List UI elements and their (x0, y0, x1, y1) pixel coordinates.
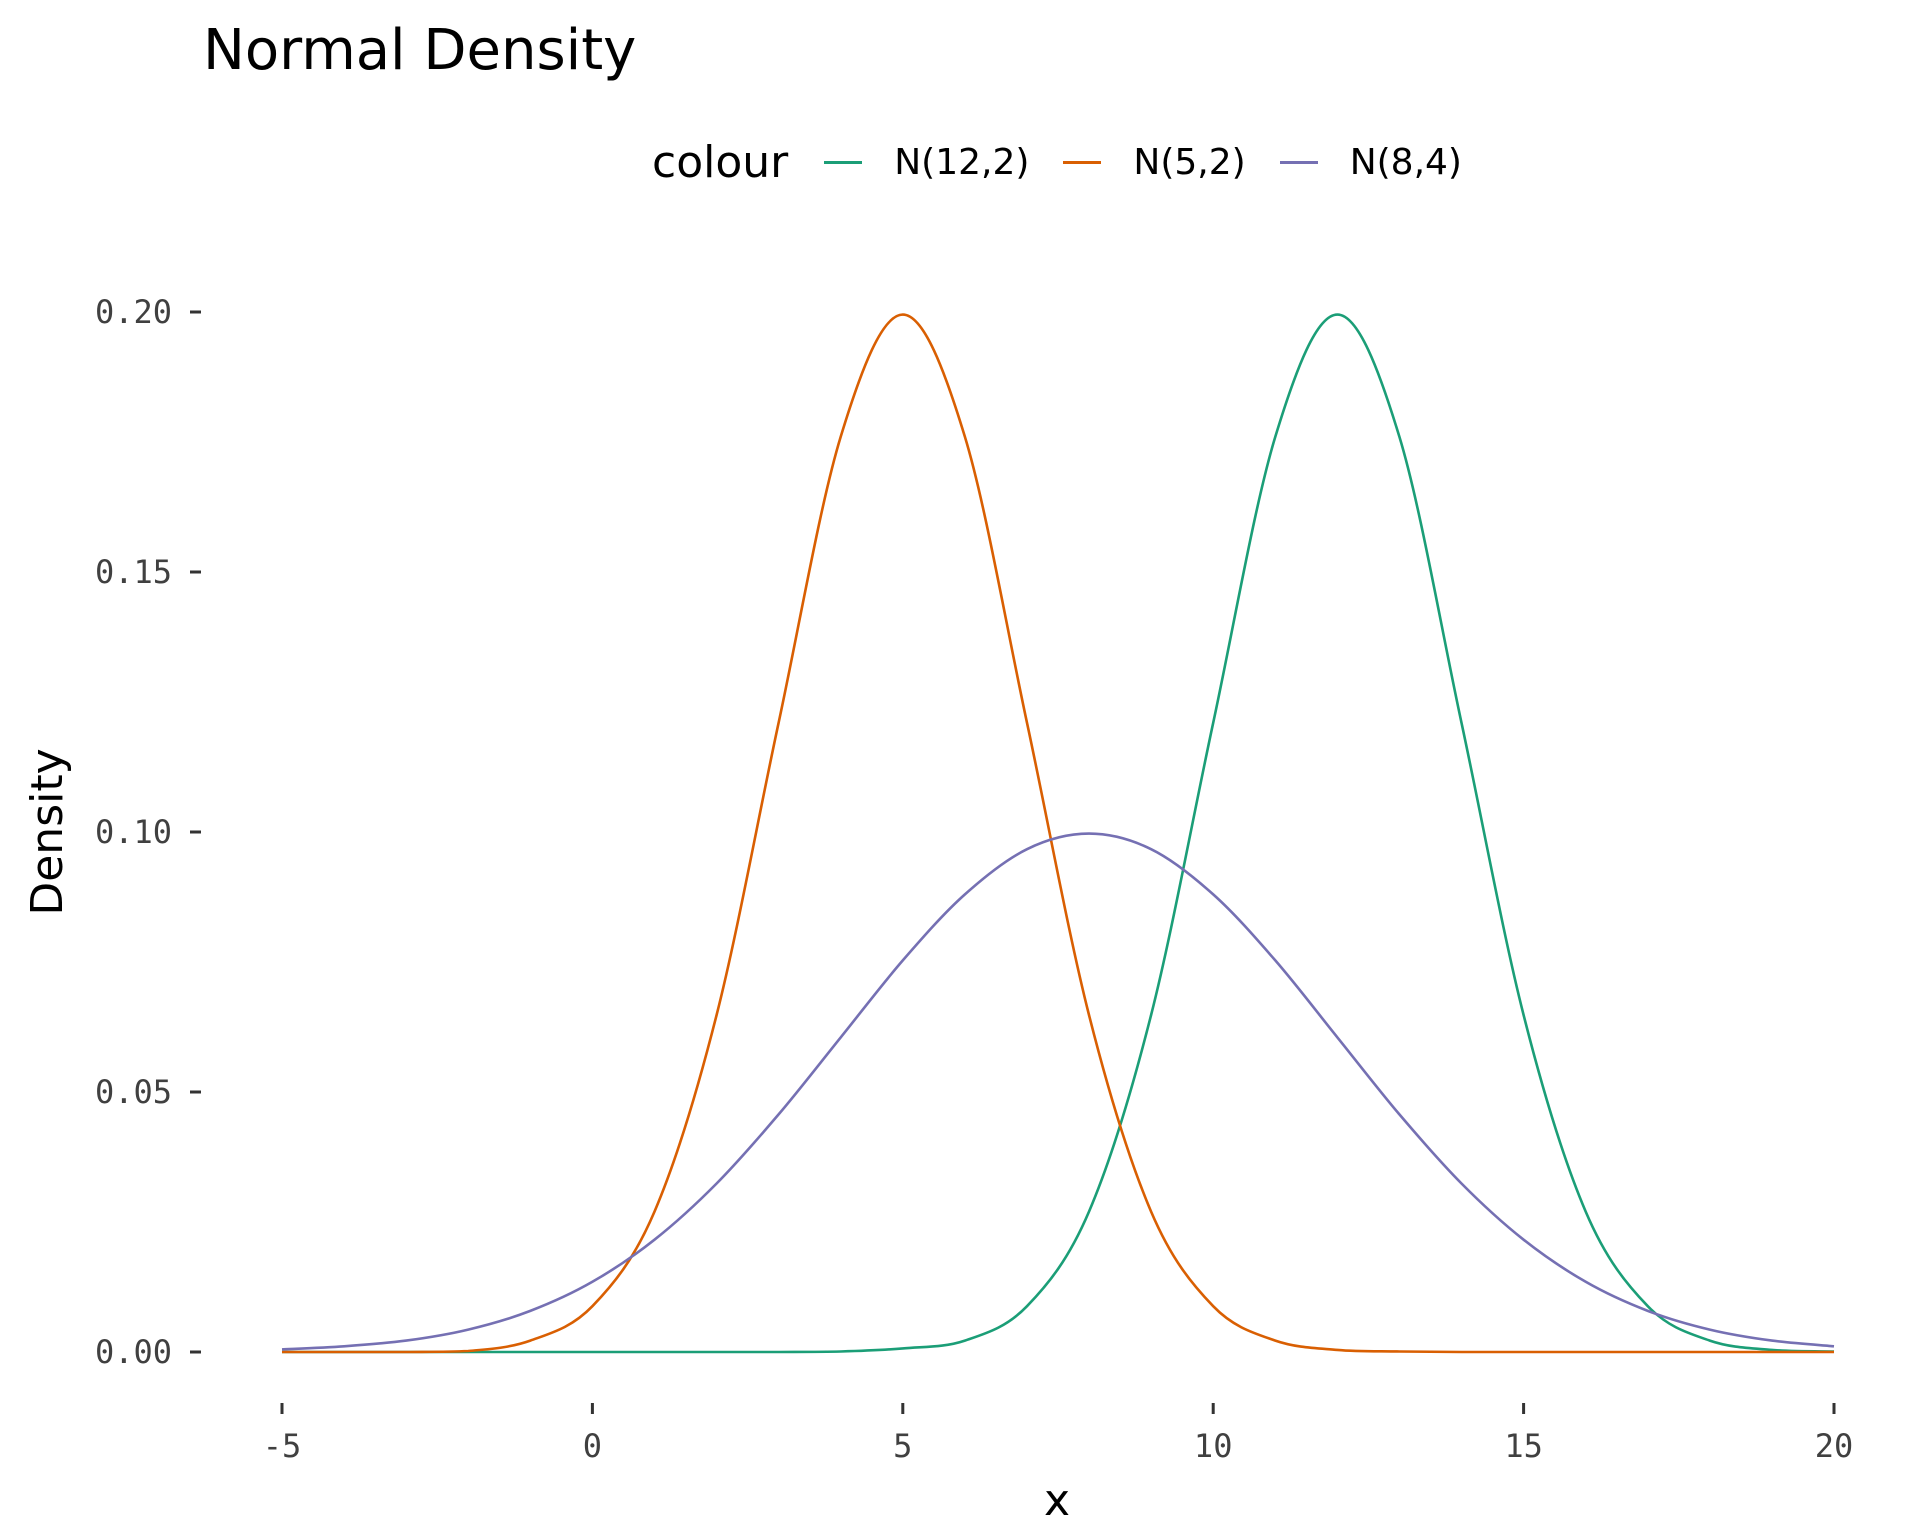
legend-title: colour (652, 136, 789, 188)
series-line-n-12-2 (281, 313, 1835, 1354)
legend-label-n5-2: N(5,2) (1133, 141, 1246, 183)
x-axis: -5 0 5 10 15 20 (263, 1403, 1854, 1465)
y-tick-label: 0.05 (95, 1073, 172, 1111)
series-layer (281, 313, 1835, 1354)
x-tick-label: -5 (263, 1427, 302, 1465)
series-line-n-5-2 (281, 313, 1834, 1354)
legend-key-n5-2 (1063, 160, 1102, 164)
legend-item-n12-2: N(12,2) (824, 142, 1029, 183)
y-tick-label: 0.15 (95, 553, 172, 591)
x-tick-label: 20 (1815, 1427, 1854, 1465)
x-tick-label: 10 (1194, 1427, 1233, 1465)
legend-item-n5-2: N(5,2) (1063, 141, 1246, 183)
legend-item-n8-4: N(8,4) (1279, 141, 1462, 183)
x-axis-title: x (1044, 1475, 1070, 1526)
x-tick-label: 15 (1504, 1427, 1543, 1465)
legend-label-n8-4: N(8,4) (1349, 141, 1462, 183)
y-tick-label: 0.20 (95, 293, 172, 331)
y-tick-label: 0.00 (95, 1333, 172, 1371)
series-line-n-8-4 (281, 832, 1835, 1351)
chart-title: Normal Density (203, 18, 637, 83)
y-axis-title: Density (22, 748, 73, 915)
legend-key-n8-4 (1279, 160, 1318, 164)
x-tick-label: 0 (583, 1427, 602, 1465)
x-tick-label: 5 (893, 1427, 912, 1465)
legend: colour N(12,2) N(5,2) N(8,4) (652, 132, 1496, 192)
y-tick-label: 0.10 (95, 813, 172, 851)
legend-key-n12-2 (824, 160, 863, 164)
y-axis: 0.00 0.05 0.10 0.15 0.20 (95, 293, 201, 1371)
legend-label-n12-2: N(12,2) (894, 141, 1030, 183)
